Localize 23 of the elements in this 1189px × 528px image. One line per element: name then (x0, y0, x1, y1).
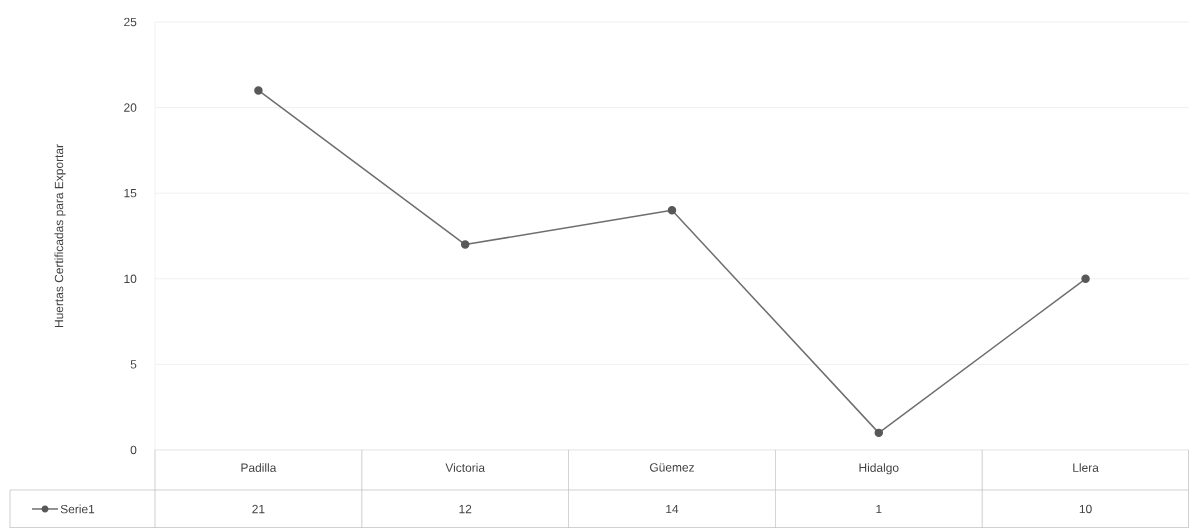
data-label: 10 (1079, 504, 1092, 514)
data-label: 1 (876, 504, 882, 514)
point (667, 206, 677, 215)
x-tick-label: Padilla (241, 463, 277, 472)
x-tick-label: Llera (1073, 463, 1099, 472)
point (1081, 274, 1090, 284)
y-tick-label: 5 (130, 360, 137, 369)
y-tick-label: 10 (124, 274, 137, 284)
point (460, 240, 470, 249)
legend-label: Serie1 (60, 504, 95, 514)
y-tick-label: 20 (124, 103, 137, 112)
y-tick-label: 0 (130, 445, 137, 455)
y-tick-label: 15 (124, 189, 137, 198)
data-label: 12 (459, 504, 472, 514)
data-label: 14 (666, 504, 679, 514)
point (874, 428, 884, 438)
y-axis-title: Huertas Certificadas para Exportar (54, 144, 66, 328)
point (254, 86, 263, 95)
y-tick-label: 25 (124, 17, 137, 27)
data-label: 21 (252, 504, 265, 514)
x-tick-label: Victoria (445, 463, 486, 472)
x-tick-label: Hidalgo (859, 463, 899, 475)
x-tick-label: Güemez (649, 463, 694, 472)
